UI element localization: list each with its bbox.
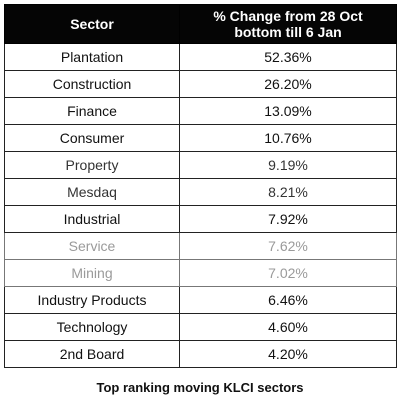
sector-cell: Mesdaq bbox=[4, 178, 180, 206]
table-header-row: Sector % Change from 28 Oct bottom till … bbox=[4, 4, 397, 44]
header-percent-change-line1: % Change from 28 Oct bbox=[213, 8, 363, 24]
change-cell: 7.92% bbox=[179, 205, 397, 233]
change-cell: 9.19% bbox=[179, 151, 397, 179]
change-cell: 7.62% bbox=[179, 232, 397, 260]
change-cell: 52.36% bbox=[179, 43, 397, 71]
sector-cell: Plantation bbox=[4, 43, 180, 71]
sector-cell: 2nd Board bbox=[4, 340, 180, 368]
table-row: Construction 26.20% bbox=[4, 70, 397, 98]
table-row: Property 9.19% bbox=[4, 151, 397, 179]
sector-change-table: Sector % Change from 28 Oct bottom till … bbox=[4, 4, 397, 368]
table-caption: Top ranking moving KLCI sectors bbox=[96, 380, 304, 395]
sector-cell: Industrial bbox=[4, 205, 180, 233]
table-row: Finance 13.09% bbox=[4, 97, 397, 125]
sector-cell: Service bbox=[4, 232, 180, 260]
change-cell: 6.46% bbox=[179, 286, 397, 314]
change-cell: 4.20% bbox=[179, 340, 397, 368]
sector-cell: Consumer bbox=[4, 124, 180, 152]
table-row: Technology 4.60% bbox=[4, 313, 397, 341]
table-row: 2nd Board 4.20% bbox=[4, 340, 397, 368]
header-percent-change: % Change from 28 Oct bottom till 6 Jan bbox=[179, 4, 397, 44]
sector-cell: Technology bbox=[4, 313, 180, 341]
table-row: Service 7.62% bbox=[4, 232, 397, 260]
table-row: Mining 7.02% bbox=[4, 259, 397, 287]
sector-cell: Finance bbox=[4, 97, 180, 125]
change-cell: 26.20% bbox=[179, 70, 397, 98]
header-percent-change-line2: bottom till 6 Jan bbox=[234, 24, 342, 40]
change-cell: 8.21% bbox=[179, 178, 397, 206]
sector-cell: Property bbox=[4, 151, 180, 179]
sector-cell: Construction bbox=[4, 70, 180, 98]
change-cell: 7.02% bbox=[179, 259, 397, 287]
sector-cell: Industry Products bbox=[4, 286, 180, 314]
sector-table-container: Sector % Change from 28 Oct bottom till … bbox=[4, 4, 397, 368]
table-row: Industrial 7.92% bbox=[4, 205, 397, 233]
table-row: Plantation 52.36% bbox=[4, 43, 397, 71]
table-row: Consumer 10.76% bbox=[4, 124, 397, 152]
table-row: Industry Products 6.46% bbox=[4, 286, 397, 314]
change-cell: 13.09% bbox=[179, 97, 397, 125]
change-cell: 10.76% bbox=[179, 124, 397, 152]
header-sector: Sector bbox=[4, 4, 180, 44]
table-row: Mesdaq 8.21% bbox=[4, 178, 397, 206]
sector-cell: Mining bbox=[4, 259, 180, 287]
change-cell: 4.60% bbox=[179, 313, 397, 341]
